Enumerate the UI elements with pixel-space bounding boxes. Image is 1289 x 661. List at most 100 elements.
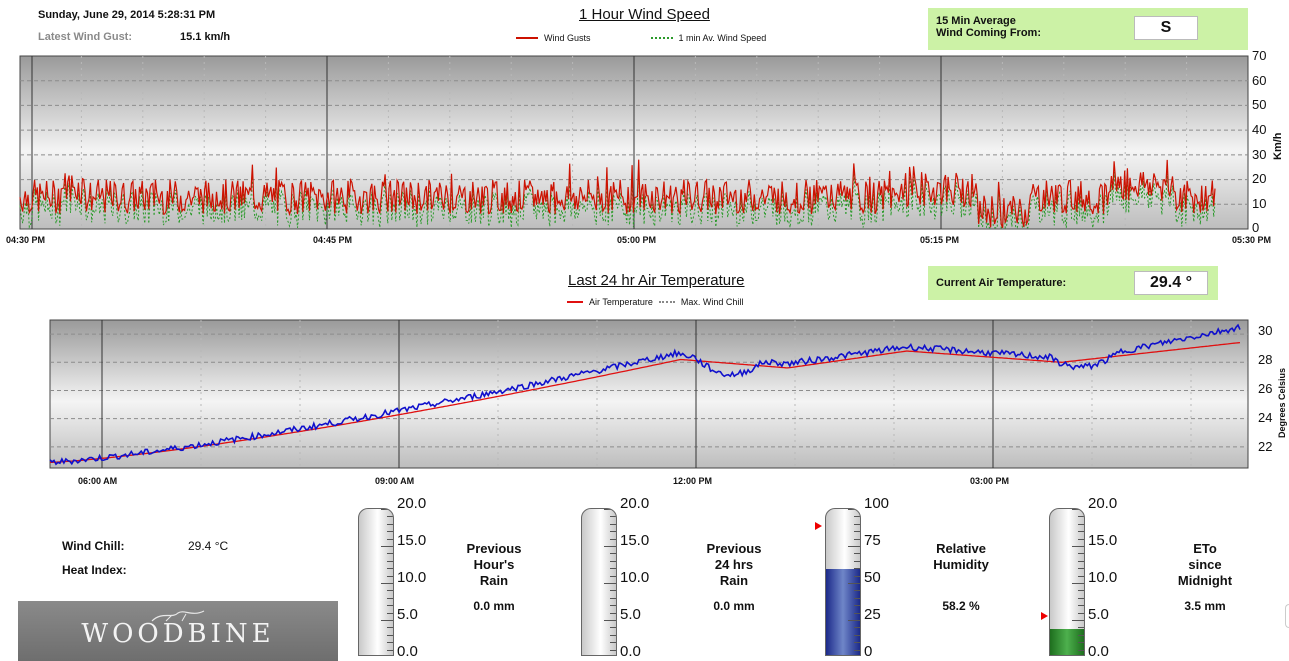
wind-direction-value: S: [1134, 16, 1198, 40]
gauge-tick: [604, 546, 616, 547]
eto-marker-icon: [1041, 612, 1048, 621]
gauge-tick: [1078, 575, 1084, 577]
gauge-tube: [358, 508, 394, 656]
temp-y-label: 28: [1258, 352, 1273, 367]
legend-swatch-temp: [567, 301, 583, 303]
wind-y-label: 70: [1252, 48, 1267, 63]
current-temp-panel: Current Air Temperature: 29.4 °: [928, 266, 1218, 300]
gauge-tick: [387, 531, 393, 533]
gauge-tick: [387, 523, 393, 525]
gauge-tick: [610, 568, 616, 570]
gauge-tick: [610, 575, 616, 577]
gauge-tick: [854, 523, 860, 525]
gauge-tick: [848, 546, 860, 547]
temp-grid: [50, 320, 1248, 468]
gauge-scale-label: 15.0: [620, 532, 650, 549]
gauge-tick: [1072, 620, 1084, 621]
wind-y-label: 0: [1252, 220, 1260, 235]
gauge-tick: [610, 590, 616, 592]
current-temp-label: Current Air Temperature:: [936, 277, 1067, 289]
temp-x-label: 09:00 AM: [375, 476, 415, 486]
wind-speed-chart: [19, 55, 1249, 230]
wind-chill-line: [49, 323, 1241, 466]
gauge-tick: [854, 531, 860, 533]
gauge-scale-label: 5.0: [397, 606, 418, 623]
gauge-tick: [1078, 634, 1084, 636]
gauge-tick: [610, 560, 616, 562]
gauge-scale-label: 5.0: [620, 606, 641, 623]
temp-y-label: 30: [1258, 323, 1273, 338]
gauge-tick: [387, 590, 393, 592]
gauge-tick: [854, 649, 860, 651]
gauge-tick: [1078, 597, 1084, 599]
gauge-tick: [854, 597, 860, 599]
gauge-tick: [1078, 553, 1084, 555]
gauge-tick: [604, 620, 616, 621]
gauge-scale-label: 75: [864, 532, 881, 549]
gauge-tube: [1049, 508, 1085, 656]
gauge-tick: [387, 634, 393, 636]
gauge-tick: [387, 597, 393, 599]
gauge-tick: [604, 583, 616, 584]
wind-x-label: 05:30 PM: [1232, 235, 1272, 245]
wind-y-label: 40: [1252, 122, 1267, 137]
gauge-tick: [1078, 642, 1084, 644]
gauge-scale-label: 0.0: [1088, 643, 1109, 660]
gauge-title: ETo since Midnight: [1177, 541, 1233, 588]
temp-y-label: 26: [1258, 381, 1273, 396]
gauge-tick: [387, 612, 393, 614]
legend-label-gusts: Wind Gusts: [544, 33, 591, 43]
gauge-tick: [854, 553, 860, 555]
gauge-tube: [825, 508, 861, 656]
side-scroll-handle[interactable]: [1285, 604, 1289, 628]
wind-y-unit: Km/h: [1272, 132, 1284, 161]
wind-gust-line: [19, 159, 1216, 229]
gauge-tick: [387, 560, 393, 562]
gauge-tick: [854, 590, 860, 592]
gauge-tick: [387, 553, 393, 555]
gauge-tick: [1078, 568, 1084, 570]
gauge-tick: [381, 583, 393, 584]
temp-chart-title: Last 24 hr Air Temperature: [568, 272, 745, 289]
gauge-tick: [1078, 590, 1084, 592]
gauge-tube: [581, 508, 617, 656]
gauge-tick: [848, 583, 860, 584]
gauge-tick: [1078, 531, 1084, 533]
gauge-scale-label: 100: [864, 495, 890, 512]
wind-y-label: 30: [1252, 147, 1267, 162]
temp-x-label: 06:00 AM: [78, 476, 118, 486]
horse-logo-icon: [151, 610, 205, 622]
wind-chill-label: Wind Chill:: [62, 539, 125, 553]
gauge-tick: [610, 553, 616, 555]
gauge-tick: [1072, 583, 1084, 584]
gauge-scale-label: 0.0: [397, 643, 418, 660]
gauge-scale-label: 25: [864, 606, 881, 623]
gauge-tick: [854, 642, 860, 644]
wind-x-label: 05:15 PM: [920, 235, 960, 245]
gauge-tick: [1078, 538, 1084, 540]
wind-chart-title: 1 Hour Wind Speed: [579, 6, 710, 23]
gauge-tick: [854, 627, 860, 629]
gauge-title: Previous Hour's Rain: [466, 541, 522, 588]
wind-direction-label-1: 15 Min Average: [936, 15, 1016, 27]
gauge-tick: [387, 642, 393, 644]
temp-x-label: 03:00 PM: [970, 476, 1010, 486]
gauge-tick: [848, 509, 860, 510]
legend-label-temp: Air Temperature: [589, 297, 653, 307]
gauge-scale-label: 0: [864, 643, 873, 660]
gauge-tick: [854, 568, 860, 570]
gauge-tick: [1072, 509, 1084, 510]
gauge-tick: [610, 649, 616, 651]
gauge-tick: [387, 538, 393, 540]
gauge-scale-label: 15.0: [397, 532, 427, 549]
gauge-tick: [610, 612, 616, 614]
legend-swatch-chill: [658, 301, 675, 303]
wind-y-label: 50: [1252, 97, 1267, 112]
legend-swatch-gusts: [516, 37, 538, 39]
gauge-tick: [610, 634, 616, 636]
gauge-tick: [610, 642, 616, 644]
humidity-max-marker-icon: [815, 521, 822, 530]
wind-direction-label-2: Wind Coming From:: [936, 27, 1041, 39]
gauge-tick: [387, 605, 393, 607]
gauge-tick: [854, 538, 860, 540]
